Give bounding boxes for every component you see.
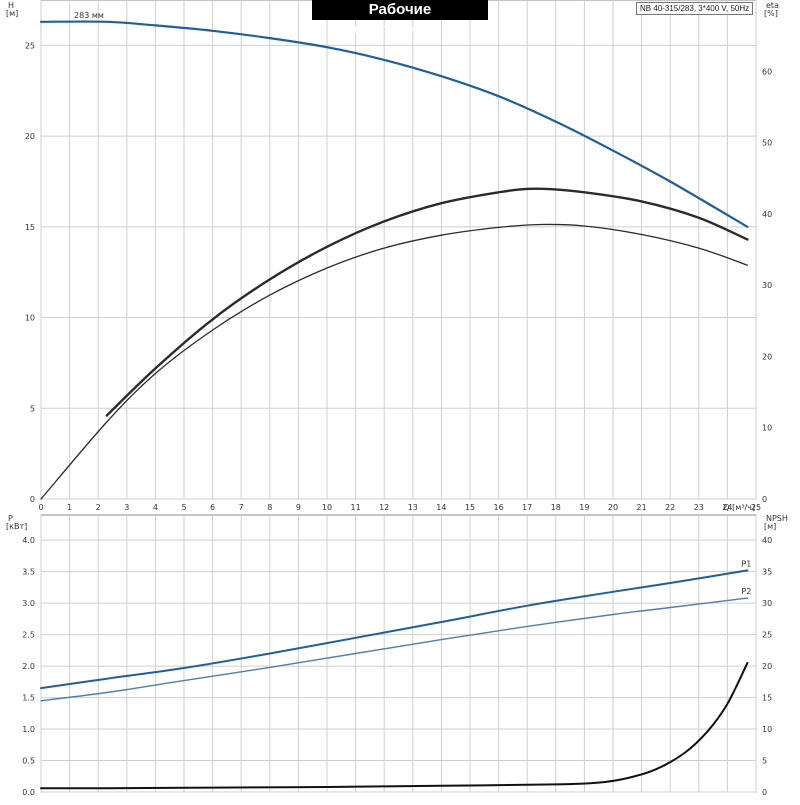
bottom-y-tick-right-2: 10	[762, 725, 772, 734]
annotation-0: 283 мм	[74, 11, 104, 20]
bottom-y-label-right: NPSH	[766, 514, 788, 523]
x-axis-label: Q [м³/ч]	[723, 503, 755, 512]
top-y-tick-right-6: 60	[762, 67, 772, 76]
x-tick-4: 4	[153, 503, 158, 512]
bottom-y-tick-right-4: 20	[762, 662, 772, 671]
bottom-y-label-left: P	[8, 514, 13, 523]
bottom-y-unit-left: [кВт]	[6, 522, 27, 531]
x-tick-7: 7	[239, 503, 244, 512]
top-y-tick-left-2: 10	[25, 314, 35, 323]
bottom-y-tick-right-6: 30	[762, 599, 772, 608]
x-tick-0: 0	[38, 503, 43, 512]
x-tick-10: 10	[322, 503, 332, 512]
x-tick-11: 11	[351, 503, 361, 512]
bottom-y-tick-left-4: 2.0	[22, 662, 35, 671]
top-y-tick-right-4: 40	[762, 210, 772, 219]
top-y-label-right: eta	[766, 1, 779, 10]
x-tick-6: 6	[210, 503, 215, 512]
top-y-tick-left-1: 5	[30, 404, 35, 413]
x-tick-21: 21	[637, 503, 647, 512]
bottom-y-tick-left-5: 2.5	[22, 631, 35, 640]
x-tick-5: 5	[181, 503, 186, 512]
x-tick-20: 20	[608, 503, 618, 512]
x-tick-15: 15	[465, 503, 475, 512]
x-tick-3: 3	[124, 503, 129, 512]
bottom-plot-frame	[40, 514, 757, 793]
top-series-0-line	[39, 20, 749, 228]
top-y-tick-left-4: 20	[25, 132, 35, 141]
x-tick-13: 13	[408, 503, 418, 512]
x-tick-17: 17	[522, 503, 532, 512]
bottom-series-p2-line	[40, 597, 749, 702]
top-series-1-line	[40, 223, 749, 500]
top-y-tick-right-5: 50	[762, 139, 772, 148]
bottom-y-tick-left-2: 1.0	[22, 725, 35, 734]
bottom-series-p2-label: P2	[741, 587, 751, 596]
bottom-y-tick-left-8: 4.0	[22, 536, 35, 545]
bottom-y-tick-left-7: 3.5	[22, 568, 35, 577]
bottom-y-tick-right-5: 25	[762, 631, 772, 640]
x-tick-16: 16	[494, 503, 504, 512]
x-tick-12: 12	[379, 503, 389, 512]
top-series-2-line	[105, 187, 749, 417]
x-tick-24: 24	[722, 503, 732, 512]
bottom-y-tick-right-3: 15	[762, 694, 772, 703]
top-y-unit-right: [%]	[764, 9, 778, 18]
bottom-y-unit-right: [м]	[764, 522, 776, 531]
top-y-tick-right-3: 30	[762, 281, 772, 290]
bottom-series-2-line	[40, 661, 749, 790]
top-y-tick-right-0: 0	[762, 495, 767, 504]
bottom-y-tick-right-8: 40	[762, 536, 772, 545]
top-y-tick-left-3: 15	[25, 223, 35, 232]
bottom-series-p1-label: P1	[741, 559, 751, 568]
top-y-unit-left: [м]	[6, 9, 18, 18]
x-tick-14: 14	[436, 503, 446, 512]
x-tick-1: 1	[67, 503, 72, 512]
bottom-series-p1-line	[40, 569, 749, 690]
x-tick-18: 18	[551, 503, 561, 512]
x-tick-2: 2	[96, 503, 101, 512]
x-tick-25: 25	[751, 503, 761, 512]
x-tick-22: 22	[665, 503, 675, 512]
x-tick-9: 9	[296, 503, 301, 512]
bottom-y-tick-right-7: 35	[762, 568, 772, 577]
top-y-tick-left-5: 25	[25, 41, 35, 50]
model-label: NB 40-315/283, 3*400 V, 50Hz	[636, 2, 754, 15]
bottom-y-tick-left-3: 1.5	[22, 694, 35, 703]
x-tick-23: 23	[694, 503, 704, 512]
bottom-y-tick-left-1: 0.5	[22, 757, 35, 766]
top-plot-frame	[40, 0, 757, 500]
top-y-tick-right-1: 10	[762, 424, 772, 433]
bottom-y-tick-right-0: 0	[762, 788, 767, 797]
top-y-label-left: H	[8, 1, 14, 10]
bottom-y-tick-right-1: 5	[762, 757, 767, 766]
top-y-tick-right-2: 20	[762, 352, 772, 361]
bottom-y-tick-left-0: 0.0	[22, 788, 35, 797]
top-y-tick-left-0: 0	[30, 495, 35, 504]
x-tick-8: 8	[267, 503, 272, 512]
x-tick-19: 19	[579, 503, 589, 512]
chart-title: Рабочие характеристики	[312, 0, 488, 38]
bottom-y-tick-left-6: 3.0	[22, 599, 35, 608]
